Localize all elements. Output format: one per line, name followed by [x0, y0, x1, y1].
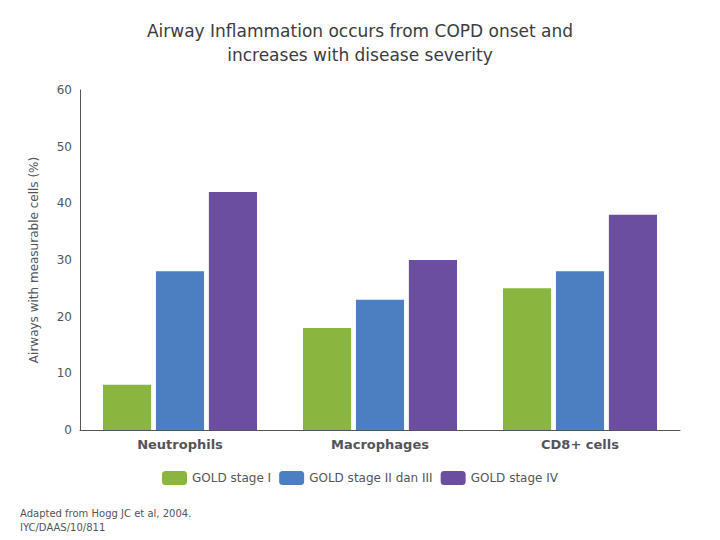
svg-text:Adapted from Hogg JC et al, 20: Adapted from Hogg JC et al, 2004.	[20, 508, 191, 519]
svg-text:Macrophages: Macrophages	[331, 437, 429, 452]
svg-text:CD8+ cells: CD8+ cells	[541, 437, 619, 452]
svg-text:Airway Inflammation occurs fro: Airway Inflammation occurs from COPD ons…	[147, 21, 573, 41]
svg-text:Airways with measurable cells: Airways with measurable cells (%)	[27, 157, 41, 363]
svg-text:0: 0	[64, 423, 72, 437]
svg-text:10: 10	[57, 366, 72, 380]
svg-text:GOLD stage II dan III: GOLD stage II dan III	[309, 471, 433, 485]
svg-text:IYC/DAAS/10/811: IYC/DAAS/10/811	[20, 522, 105, 533]
svg-text:60: 60	[57, 83, 72, 97]
svg-text:increases with disease severit: increases with disease severity	[227, 45, 493, 65]
svg-text:GOLD stage IV: GOLD stage IV	[471, 471, 559, 485]
svg-text:20: 20	[57, 310, 72, 324]
svg-text:30: 30	[57, 253, 72, 267]
svg-text:40: 40	[57, 196, 72, 210]
svg-text:Neutrophils: Neutrophils	[137, 437, 223, 452]
svg-text:50: 50	[57, 140, 72, 154]
svg-text:GOLD stage I: GOLD stage I	[192, 471, 271, 485]
